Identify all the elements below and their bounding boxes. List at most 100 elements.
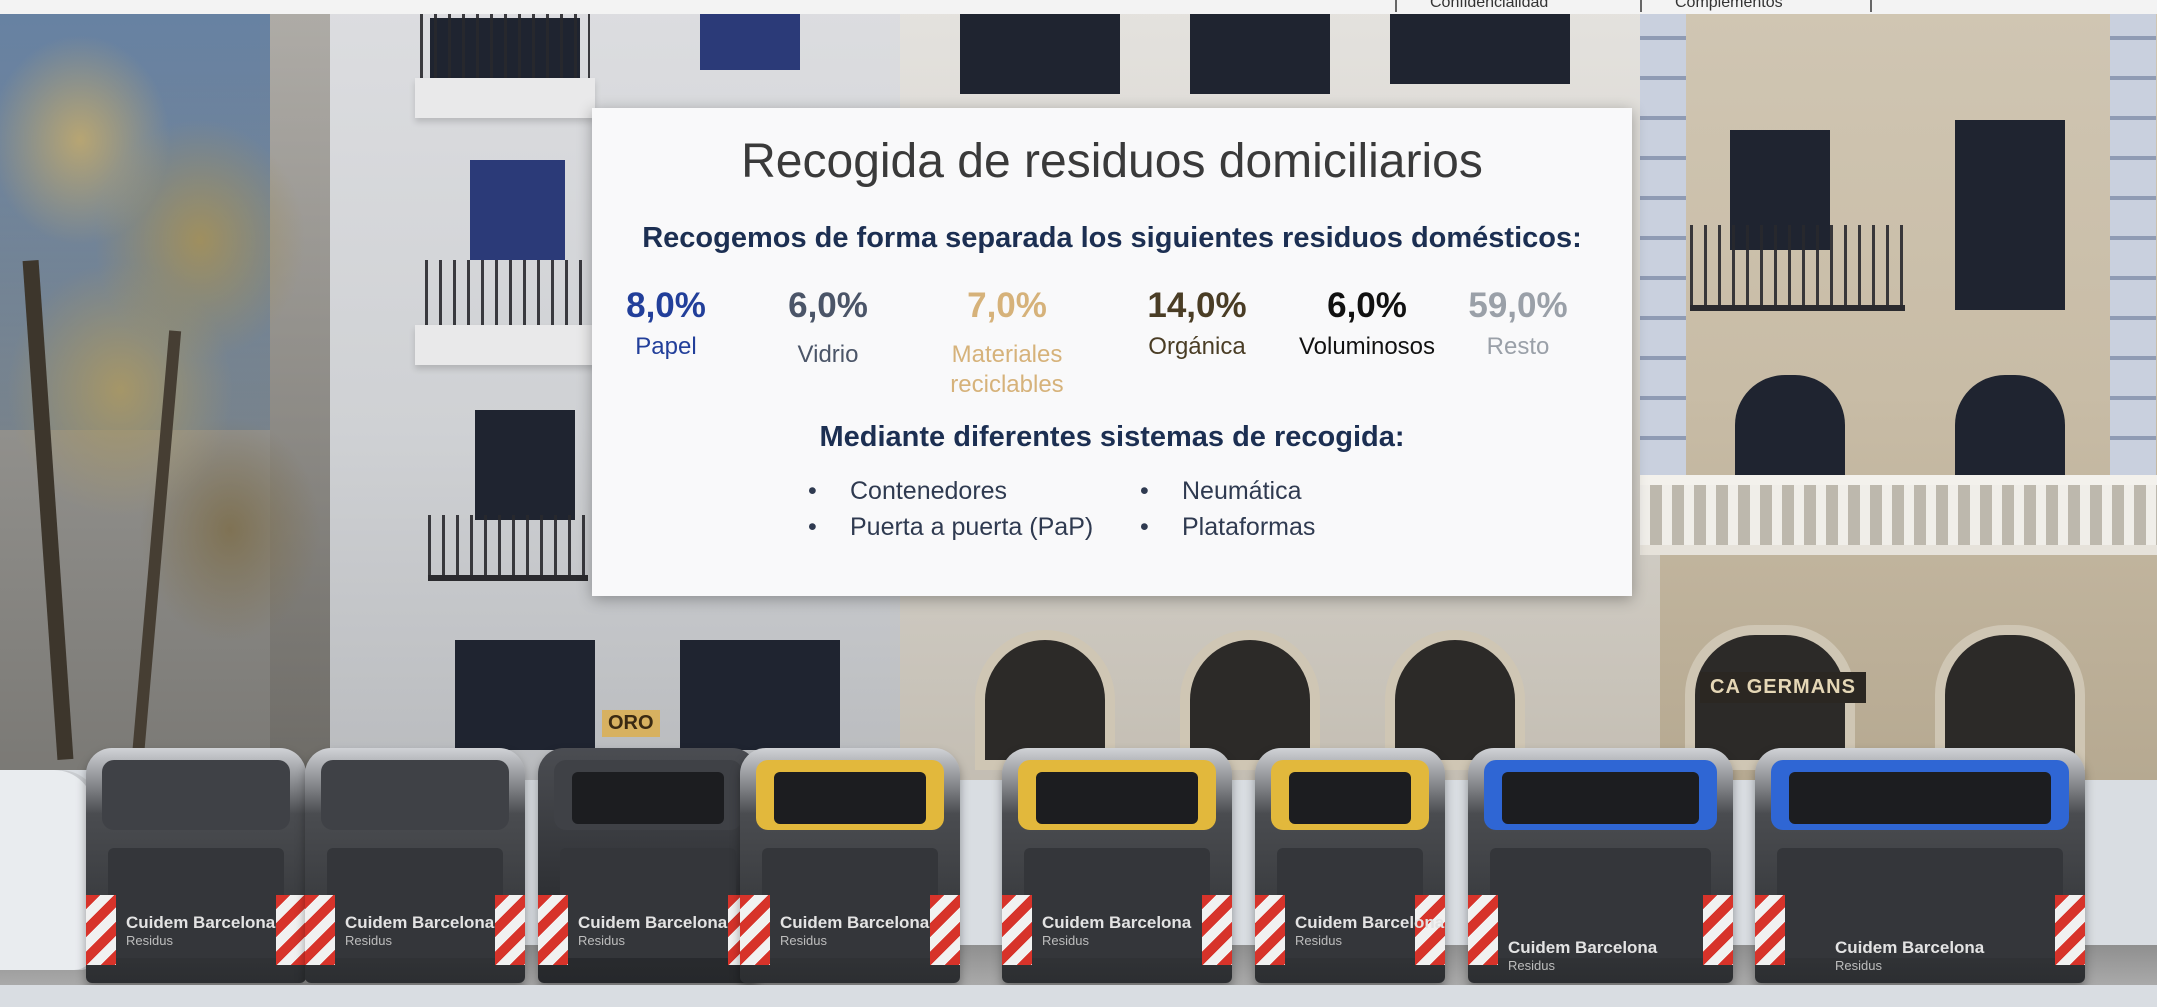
container-brand: Cuidem Barcelona Residus <box>345 913 495 948</box>
container-brand: Cuidem Barcelona Residus <box>1042 913 1192 948</box>
reflective-stripe <box>276 895 306 965</box>
stat-value: 6,0% <box>1327 286 1407 325</box>
system-label: Contenedores <box>850 477 1008 505</box>
stat-voluminosos: 6,0% Voluminosos <box>1282 286 1452 362</box>
system-label: Puerta a puerta (PaP) <box>850 513 1094 541</box>
waste-container: Cuidem Barcelona Residus <box>538 748 758 983</box>
window <box>700 10 800 70</box>
building-quoins <box>2110 0 2156 500</box>
archway <box>1385 630 1525 770</box>
reflective-stripe <box>1468 895 1498 965</box>
archway <box>1935 625 2085 770</box>
balustrade <box>1640 475 2157 555</box>
reflective-stripe <box>1703 895 1733 965</box>
bullet: • <box>808 513 817 541</box>
stat-value: 6,0% <box>788 286 868 325</box>
container-brand: Cuidem Barcelona Residus <box>1835 938 1985 973</box>
stat-label: Vidrio <box>797 341 859 368</box>
reflective-stripe <box>930 895 960 965</box>
card-title: Recogida de residuos domiciliarios <box>741 135 1483 188</box>
container-lid <box>102 760 290 830</box>
reflective-stripe <box>740 895 770 965</box>
systems-list-right: • Neumática • Plataformas <box>1140 473 1315 545</box>
stat-organica: 14,0% Orgánica <box>1132 286 1262 362</box>
card-subtitle: Recogemos de forma separada los siguient… <box>642 222 1582 254</box>
container-panel <box>108 848 284 958</box>
reflective-stripe <box>1755 895 1785 965</box>
container-panel <box>1490 848 1711 958</box>
balcony-ledge <box>415 78 595 118</box>
waste-container: Cuidem Barcelona Residus <box>305 748 525 983</box>
stat-label: Orgánica <box>1148 333 1246 360</box>
container-brand: Cuidem Barcelona Residus <box>578 913 728 948</box>
reflective-stripe <box>1415 895 1445 965</box>
stat-value: 14,0% <box>1147 286 1247 325</box>
shop-door <box>455 640 595 750</box>
balcony-rail <box>428 515 588 581</box>
reflective-stripe <box>2055 895 2085 965</box>
stat-label: Papel <box>635 333 697 360</box>
bullet: • <box>1140 513 1149 541</box>
shop-door <box>680 640 840 750</box>
container-brand: Cuidem Barcelona Residus <box>1508 938 1658 973</box>
waste-container: Cuidem Barcelona Residus <box>1755 748 2085 983</box>
nav-separator <box>1870 0 1872 12</box>
info-card: Recogida de residuos domiciliarios Recog… <box>592 108 1632 596</box>
reflective-stripe <box>305 895 335 965</box>
container-brand: Cuidem Barcelona Residus <box>780 913 930 948</box>
waste-container: Cuidem Barcelona Residus <box>1468 748 1733 983</box>
container-slot <box>572 772 724 824</box>
window <box>960 14 1120 94</box>
bullet: • <box>808 477 817 505</box>
stat-label: Voluminosos <box>1298 333 1436 360</box>
window <box>1735 375 1845 475</box>
container-panel <box>1777 848 2063 958</box>
container-panel <box>327 848 503 958</box>
list-item: • Plataformas <box>1140 509 1315 545</box>
container-panel <box>762 848 938 958</box>
reflective-stripe <box>538 895 568 965</box>
stat-papel: 8,0% Papel <box>616 286 716 362</box>
waste-container: Cuidem Barcelona Residus <box>86 748 306 983</box>
card-subtitle-systems: Mediante diferentes sistemas de recogida… <box>819 421 1405 453</box>
stat-resto: 59,0% Resto <box>1458 286 1578 362</box>
nav-separator <box>1395 0 1397 12</box>
stat-label: Resto <box>1486 333 1550 360</box>
systems-list-left: • Contenedores • Puerta a puerta (PaP) <box>808 473 1093 545</box>
container-slot <box>774 772 926 824</box>
nav-item-confidencialidad[interactable]: Confidencialidad <box>1430 0 1549 11</box>
stat-materiales-reciclables: 7,0% Materiales reciclables <box>932 286 1082 400</box>
waste-container: Cuidem Barcelona Residus <box>740 748 960 983</box>
container-slot <box>1289 772 1411 824</box>
container-panel <box>1277 848 1423 958</box>
waste-container: Cuidem Barcelona Residus <box>1255 748 1445 983</box>
waste-container: Cuidem Barcelona Residus <box>1002 748 1232 983</box>
balcony-rail <box>1690 225 1905 311</box>
parked-car <box>0 770 100 970</box>
reflective-stripe <box>86 895 116 965</box>
system-label: Neumática <box>1182 477 1302 505</box>
archway <box>1180 630 1320 770</box>
container-brand: Cuidem Barcelona Residus <box>1295 913 1445 948</box>
top-nav: Confidencialidad Complementos <box>0 0 2157 14</box>
stat-value: 8,0% <box>626 286 706 325</box>
balcony-rail <box>420 10 590 86</box>
container-panel <box>1024 848 1210 958</box>
system-label: Plataformas <box>1182 513 1316 541</box>
reflective-stripe <box>1255 895 1285 965</box>
window <box>1390 14 1570 84</box>
bottom-bar <box>0 985 2157 1007</box>
reflective-stripe <box>495 895 525 965</box>
list-item: • Puerta a puerta (PaP) <box>808 509 1093 545</box>
container-lid <box>321 760 509 830</box>
container-slot <box>1502 772 1699 824</box>
shop-sign: CA GERMANS <box>1700 672 1866 703</box>
stat-vidrio: 6,0% Vidrio <box>778 286 878 370</box>
container-brand: Cuidem Barcelona Residus <box>126 913 276 948</box>
window <box>1955 120 2065 310</box>
bullet: • <box>1140 477 1149 505</box>
nav-item-complementos[interactable]: Complementos <box>1675 0 1783 11</box>
balcony-ledge <box>415 325 595 365</box>
nav-separator <box>1640 0 1642 12</box>
stat-value: 59,0% <box>1468 286 1568 325</box>
